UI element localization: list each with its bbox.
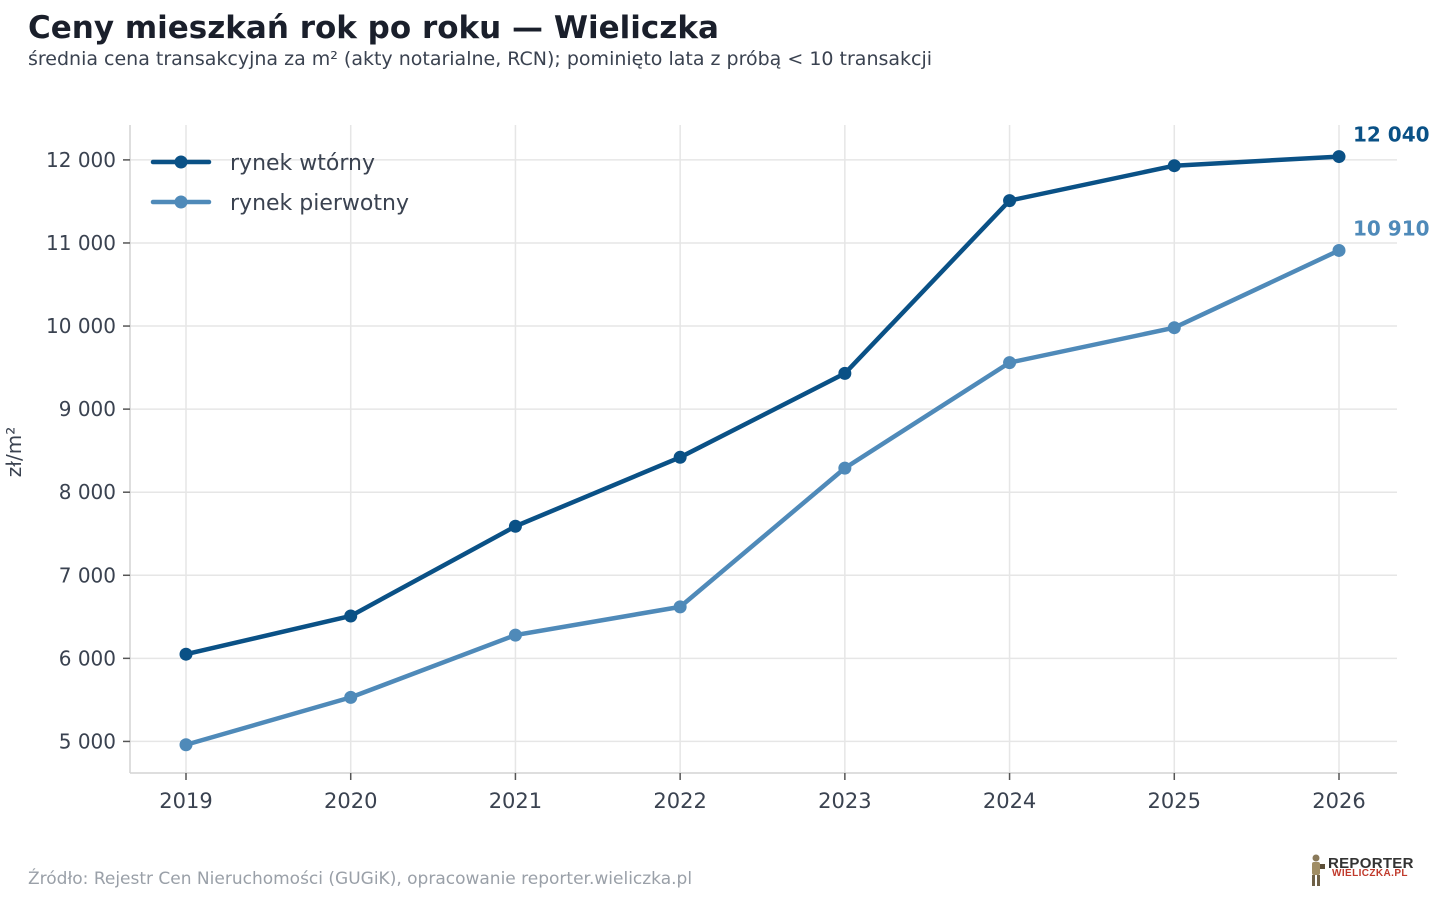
x-tick-label: 2025: [1148, 789, 1201, 813]
x-tick-label: 2022: [653, 789, 706, 813]
series-line: [183, 248, 1342, 748]
logo-line2: WIELICZKA.PL: [1332, 868, 1408, 879]
y-tick-label: 8 000: [59, 480, 116, 504]
grid: [130, 125, 1397, 773]
chart-subtitle: średnia cena transakcyjna za m² (akty no…: [28, 48, 933, 70]
data-point: [1332, 150, 1346, 164]
end-value-label: 12 040: [1353, 123, 1430, 147]
x-tick-label: 2026: [1312, 789, 1365, 813]
x-tick-label: 2019: [159, 789, 212, 813]
end-value-label: 10 910: [1353, 216, 1430, 240]
reporter-figure-icon: [1312, 854, 1325, 886]
y-tick-label: 9 000: [59, 397, 116, 421]
series-line: [183, 154, 1342, 657]
data-point: [508, 628, 522, 642]
data-point: [1003, 194, 1017, 208]
y-axis-label: zł/m²: [2, 427, 26, 477]
series-lines: [179, 150, 1346, 752]
chart-title: Ceny mieszkań rok po roku — Wieliczka: [28, 10, 719, 46]
legend-label: rynek wtórny: [230, 151, 375, 176]
logo-line1: REPORTER: [1328, 855, 1414, 872]
legend: rynek wtórny rynek pierwotny: [150, 151, 409, 216]
x-tick-label: 2023: [818, 789, 871, 813]
x-tick-label: 2021: [489, 789, 542, 813]
axes: [123, 125, 1397, 780]
data-point: [344, 690, 358, 704]
data-point: [1003, 356, 1017, 370]
data-point: [838, 461, 852, 475]
y-tick-label: 12 000: [46, 148, 116, 172]
data-point: [1167, 321, 1181, 335]
y-tick-label: 11 000: [46, 231, 116, 255]
data-point: [838, 366, 852, 380]
x-tick-label: 2020: [324, 789, 377, 813]
y-tick-label: 10 000: [46, 314, 116, 338]
tick-labels: 5 000 6 000 7 000 8 000 9 000 10 000 11 000 12 …: [46, 123, 1430, 813]
data-point: [179, 647, 193, 661]
data-point: [1167, 159, 1181, 173]
data-point: [673, 600, 687, 614]
reporter-wieliczka-logo: REPORTER WIELICZKA.PL: [1308, 852, 1420, 888]
y-tick-label: 6 000: [59, 646, 116, 670]
legend-swatch-marker: [174, 195, 188, 209]
y-tick-label: 7 000: [59, 563, 116, 587]
legend-swatch-marker: [174, 155, 188, 169]
data-point: [508, 519, 522, 533]
x-tick-label: 2024: [983, 789, 1036, 813]
data-point: [673, 450, 687, 464]
data-point: [1332, 243, 1346, 257]
source-note: Źródło: Rejestr Cen Nieruchomości (GUGiK…: [28, 869, 693, 889]
y-tick-label: 5 000: [59, 729, 116, 753]
data-point: [179, 738, 193, 752]
data-point: [344, 609, 358, 623]
legend-label: rynek pierwotny: [230, 191, 409, 216]
